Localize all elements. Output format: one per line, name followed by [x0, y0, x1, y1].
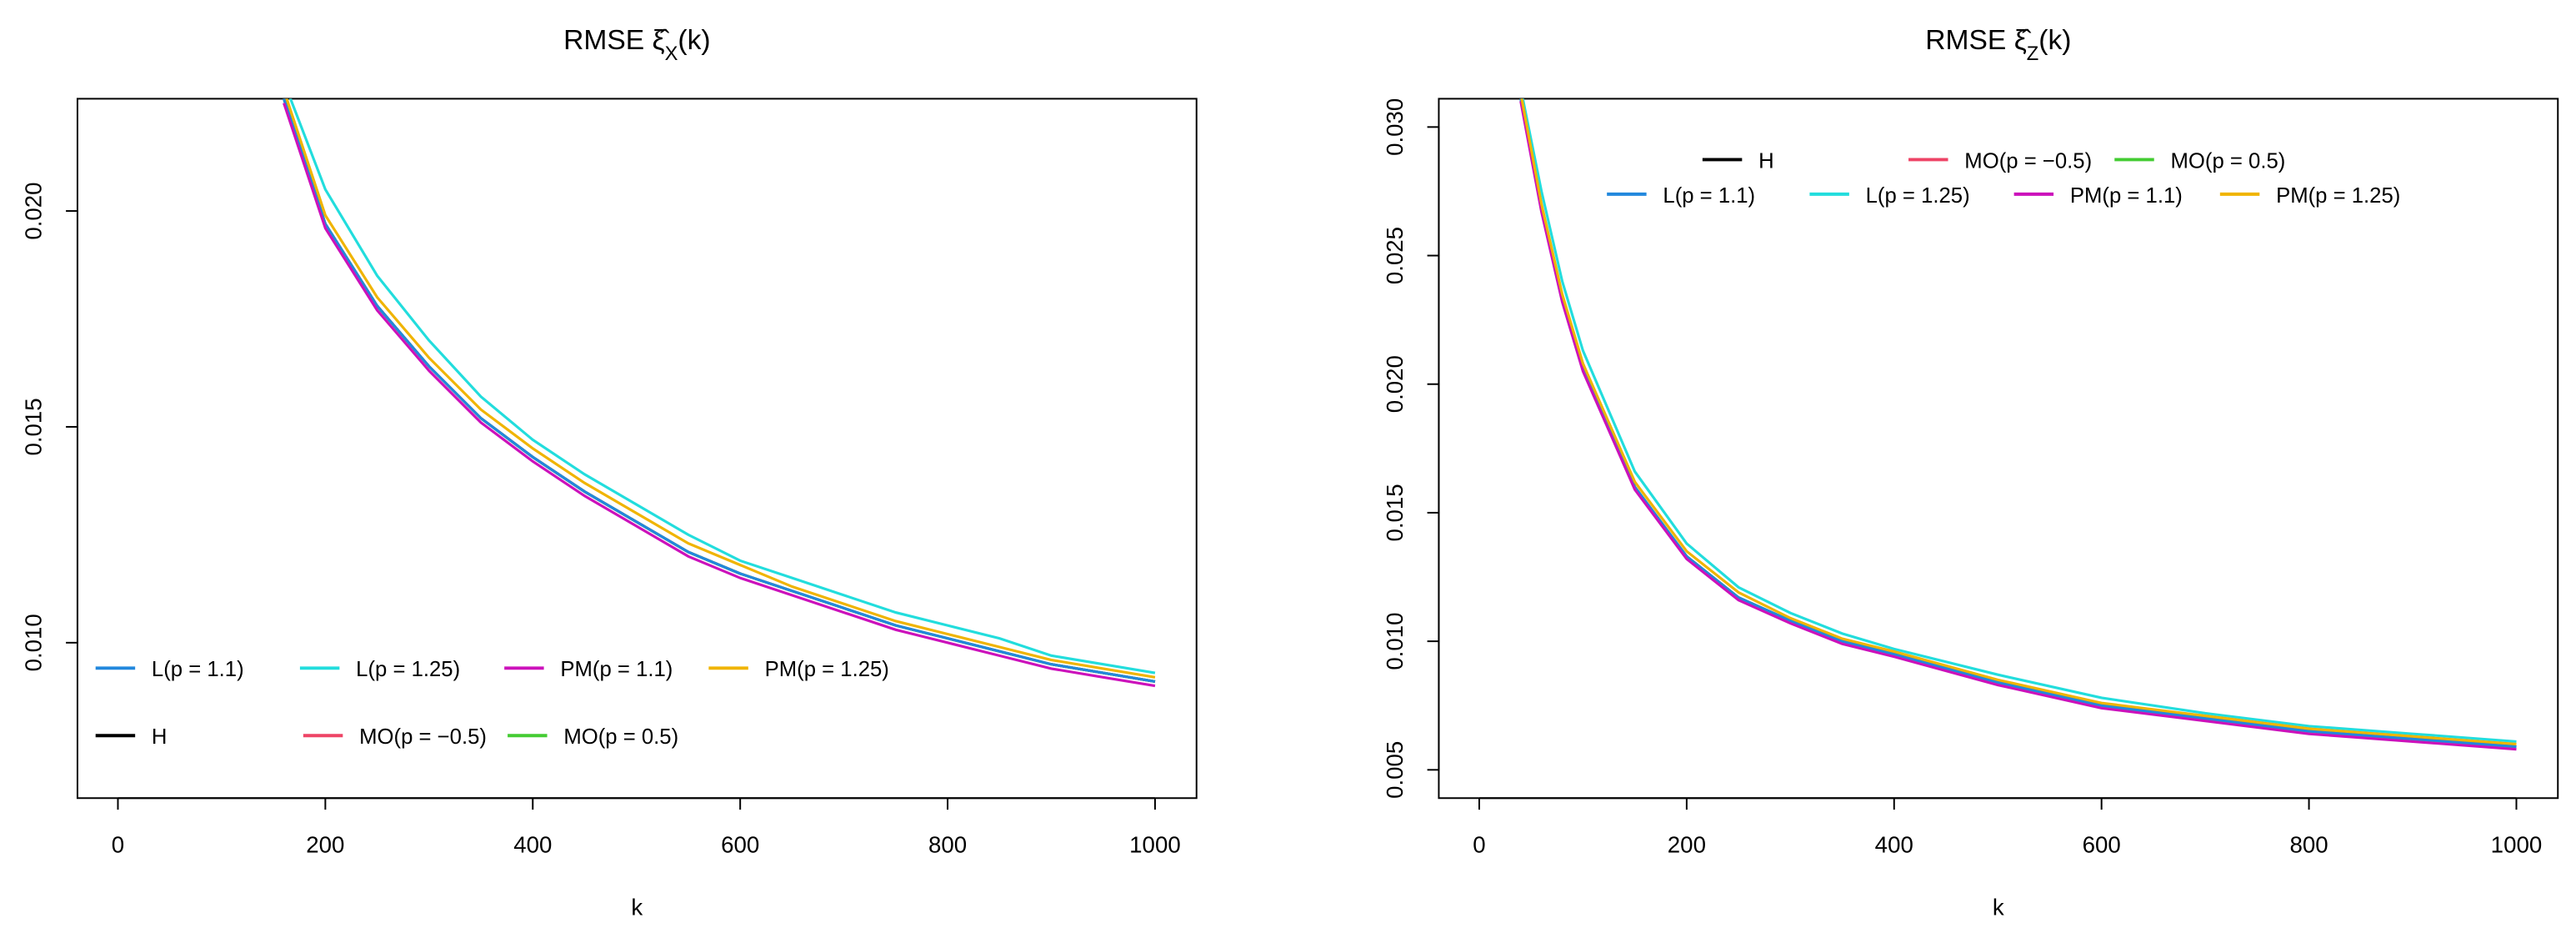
- x-tick-label: 200: [1668, 831, 1706, 857]
- x-tick-label: 1000: [1129, 831, 1181, 857]
- y-tick-label: 0.030: [1382, 98, 1408, 156]
- series-line: [283, 103, 1156, 688]
- legend-label: MO(p = 0.5): [563, 725, 678, 749]
- series-line: [285, 98, 1156, 679]
- series-line: [288, 98, 1156, 675]
- y-tick-label: 0.025: [1382, 227, 1408, 284]
- series-line: [283, 98, 1156, 683]
- title-part: (k): [2038, 25, 2071, 56]
- x-tick-label: 0: [1473, 831, 1485, 857]
- series-line: [1519, 101, 2517, 751]
- y-tick-label: 0.010: [20, 614, 46, 671]
- series-line: [283, 98, 1156, 683]
- x-axis-label: k: [631, 894, 643, 920]
- y-tick-label: 0.010: [1382, 613, 1408, 670]
- x-tick-label: 600: [721, 831, 759, 857]
- series-group: [283, 98, 1156, 688]
- legend-label: MO(p = 0.5): [2171, 149, 2286, 173]
- y-tick-label: 0.015: [1382, 484, 1408, 541]
- x-tick-label: 400: [513, 831, 552, 857]
- x-tick-label: 0: [112, 831, 124, 857]
- chart: RMSE ξ̂Z(k) 0 200 400 600 800 1000 k 0.005 0.010 0…: [1382, 25, 2559, 920]
- series-group: [1519, 98, 2517, 751]
- title-part: Z: [2027, 43, 2038, 65]
- legend-label: L(p = 1.1): [1663, 184, 1755, 208]
- series-line: [283, 98, 1156, 683]
- title-part: X: [665, 43, 678, 65]
- x-tick-label: 400: [1875, 831, 1913, 857]
- legend-label: PM(p = 1.1): [560, 658, 673, 681]
- y-tick-label: 0.020: [1382, 355, 1408, 413]
- x-axis-label: k: [1993, 894, 2004, 920]
- x-tick-label: 800: [2289, 831, 2328, 857]
- title-part: RMSE: [1925, 25, 2013, 56]
- legend-label: H: [1758, 149, 1774, 173]
- legend-label: MO(p = −0.5): [1964, 149, 2092, 173]
- series-line: [283, 98, 1156, 683]
- series-line: [1521, 98, 2517, 743]
- chart: RMSE ξ̂X(k) 0 200 400 600 800 1000 k 0.010 0.015 0…: [20, 25, 1198, 920]
- legend-label: L(p = 1.1): [152, 658, 244, 681]
- x-tick-label: 600: [2083, 831, 2121, 857]
- x-tick-label: 800: [928, 831, 967, 857]
- legend-label: PM(p = 1.25): [2276, 184, 2400, 208]
- title-part: (k): [678, 25, 710, 56]
- y-tick-label: 0.015: [20, 398, 46, 455]
- legend-label: PM(p = 1.25): [765, 658, 889, 681]
- legend-label: MO(p = −0.5): [359, 725, 487, 749]
- title-part: RMSE: [563, 25, 652, 56]
- y-tick-label: 0.020: [20, 182, 46, 239]
- legend-label: L(p = 1.25): [356, 658, 460, 681]
- y-tick-label: 0.005: [1382, 741, 1408, 799]
- plot-box: [76, 98, 1198, 800]
- legend-label: PM(p = 1.1): [2070, 184, 2183, 208]
- x-tick-label: 1000: [2491, 831, 2543, 857]
- chart-title: RMSE ξ̂X(k): [563, 25, 711, 65]
- chart-title: RMSE ξ̂Z(k): [1925, 25, 2071, 65]
- x-tick-label: 200: [306, 831, 344, 857]
- series-line: [1520, 98, 2517, 746]
- legend-label: H: [152, 725, 168, 749]
- legend-label: L(p = 1.25): [1866, 184, 1970, 208]
